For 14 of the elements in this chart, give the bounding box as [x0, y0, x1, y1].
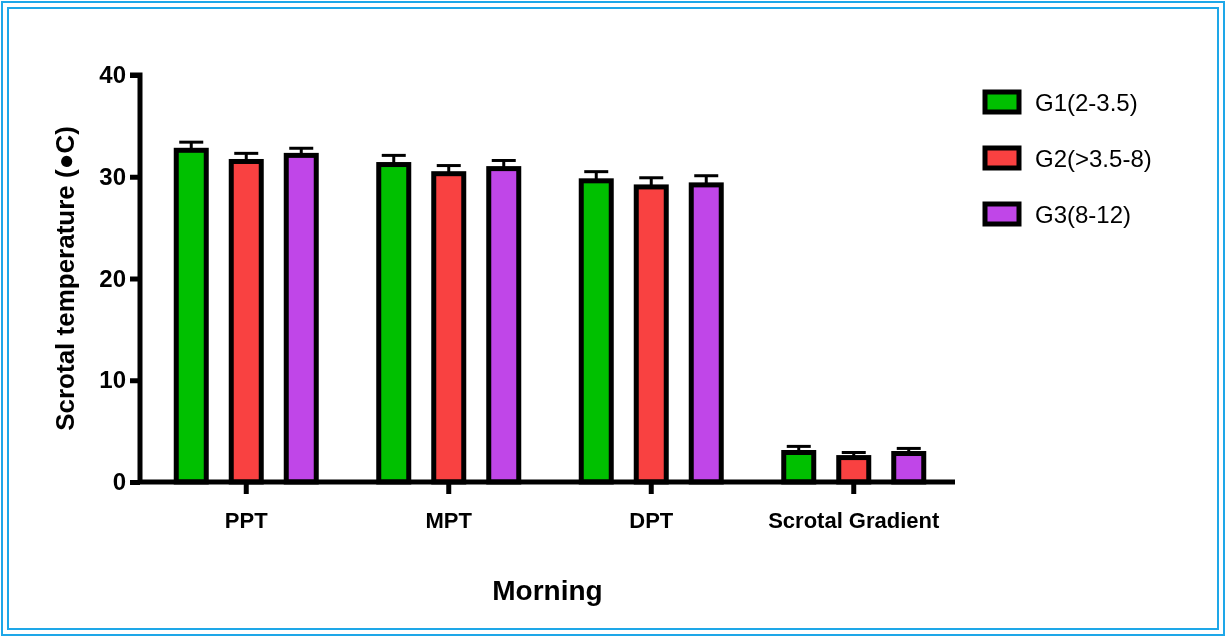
y-tick-label: 20 — [99, 264, 126, 292]
y-tick-label: 30 — [99, 162, 126, 190]
x-tick-label: DPT — [629, 507, 674, 533]
y-tick-label: 0 — [112, 468, 126, 496]
legend-label: G2(>3.5-8) — [1035, 145, 1152, 172]
y-axis-title: Scrotal temperature (●C) — [50, 126, 80, 431]
x-axis-title: Morning — [492, 575, 603, 606]
legend-label: G3(8-12) — [1035, 201, 1132, 228]
x-tick-label: MPT — [425, 507, 473, 533]
y-tick-label: 40 — [99, 61, 126, 89]
y-tick-label: 10 — [99, 366, 126, 394]
x-tick-label: PPT — [224, 507, 269, 533]
legend-label: G1(2-3.5) — [1035, 89, 1138, 116]
x-tick-label: Scrotal Gradient — [768, 507, 940, 533]
